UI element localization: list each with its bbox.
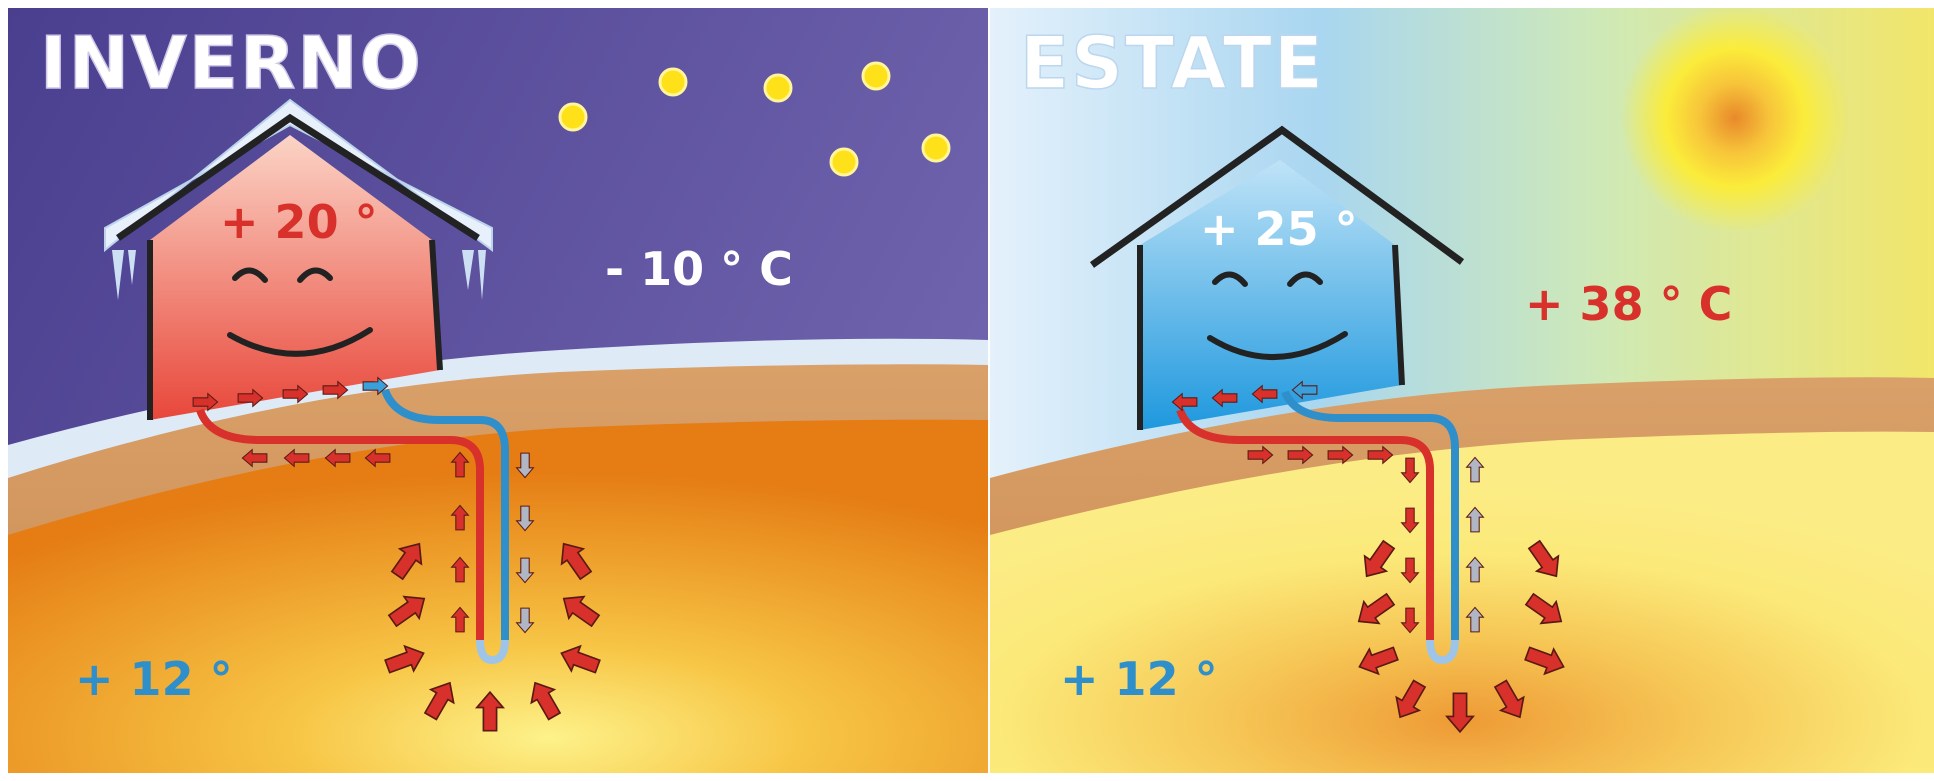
winter-ground-temp: + 12 ° (75, 652, 233, 706)
red-pipe-summer (1176, 408, 1434, 640)
summer-earth (990, 431, 1934, 773)
blue-pipe-summer (1281, 390, 1459, 640)
star-icon (829, 147, 859, 177)
summer-face (1207, 271, 1348, 361)
star-icon (763, 73, 793, 103)
stars (558, 61, 951, 177)
winter-outside-temp: - 10 ° C (605, 242, 793, 296)
summer-title: ESTATE (1020, 21, 1325, 105)
blue-pipe-winter (381, 388, 509, 640)
warm-earth (8, 419, 988, 773)
winter-face (227, 267, 373, 357)
summer-ground-temp: + 12 ° (1060, 652, 1218, 706)
pipe-loop-summer (1426, 639, 1459, 665)
roof-line (115, 113, 480, 241)
winter-title: INVERNO (40, 21, 423, 105)
winter-panel: INVERNO + 20 ° - 10 ° C + 12 ° (8, 8, 988, 773)
star-icon (658, 67, 688, 97)
summer-outside-temp: + 38 ° C (1525, 277, 1732, 331)
snowy-roof (104, 98, 493, 253)
winter-inside-temp: + 20 ° (220, 195, 378, 249)
house-outline-summer (1137, 244, 1405, 430)
icicles (112, 250, 486, 300)
summer-inside-temp: + 25 ° (1200, 202, 1358, 256)
pipe-loop-winter (476, 639, 509, 665)
star-icon (558, 102, 588, 132)
sun-icon (1620, 8, 1850, 233)
summer-house (1140, 160, 1402, 430)
roof-line-summer (1089, 125, 1465, 268)
red-pipe-winter (196, 408, 484, 640)
star-icon (861, 61, 891, 91)
star-icon (921, 133, 951, 163)
summer-panel: ESTATE + 25 ° + 38 ° C + 12 ° (990, 8, 1934, 773)
winter-house (150, 135, 440, 420)
house-outline (147, 239, 443, 420)
